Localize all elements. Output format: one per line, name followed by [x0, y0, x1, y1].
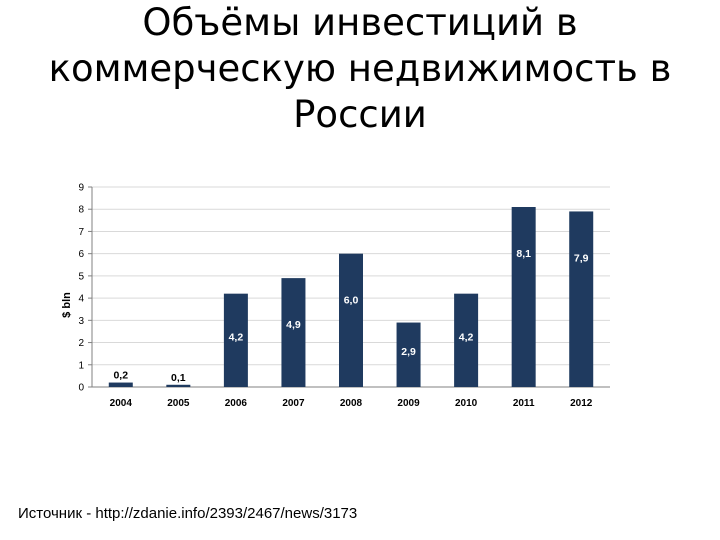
- y-tick-label: 9: [78, 183, 84, 194]
- data-label: 0,1: [171, 372, 186, 384]
- y-tick-label: 0: [78, 383, 84, 394]
- data-label: 6,0: [344, 295, 359, 307]
- y-tick-label: 4: [78, 294, 84, 305]
- bar-2007: [281, 278, 306, 387]
- data-label: 8,1: [516, 248, 531, 260]
- bar-2011: [511, 207, 536, 387]
- data-label: 4,9: [286, 319, 301, 331]
- y-tick-label: 5: [78, 271, 84, 282]
- x-tick-label: 2011: [513, 398, 535, 409]
- x-tick-label: 2005: [167, 398, 190, 409]
- x-tick-label: 2012: [570, 398, 593, 409]
- title-line-2: коммерческую недвижимость в: [48, 47, 672, 90]
- page-title: Объёмы инвестиций в коммерческую недвижи…: [40, 0, 680, 138]
- bar-2008: [339, 253, 363, 387]
- bar-2012: [569, 211, 594, 387]
- y-axis-label: $ bln: [61, 292, 73, 318]
- y-tick-label: 6: [78, 249, 84, 260]
- y-tick-label: 1: [78, 360, 84, 371]
- title-line-3: России: [293, 93, 427, 136]
- data-label: 4,2: [229, 331, 244, 343]
- x-tick-label: 2006: [225, 398, 248, 409]
- bar-2010: [454, 293, 479, 387]
- x-tick-label: 2009: [397, 398, 420, 409]
- data-label: 0,2: [113, 370, 128, 382]
- bar-2004: [108, 382, 133, 387]
- bar-2009: [396, 322, 421, 387]
- bar-2006: [223, 293, 248, 387]
- y-tick-label: 3: [78, 316, 84, 327]
- bar-chart: 0 1 2 3 4 5 6 7 8 9 $ bln 2004 0,2 2005 0,1 2006 4,2 2007…: [55, 175, 620, 415]
- data-label: 2,9: [401, 346, 416, 358]
- title-line-1: Объёмы инвестиций в: [142, 1, 578, 44]
- chart-svg: 0 1 2 3 4 5 6 7 8 9 $ bln 2004 0,2 2005 0,1 2006 4,2 2007…: [61, 183, 610, 409]
- x-tick-label: 2007: [282, 398, 305, 409]
- x-tick-label: 2010: [455, 398, 478, 409]
- bar-2005: [166, 384, 191, 387]
- source-citation: Источник - http://zdanie.info/2393/2467/…: [18, 505, 358, 522]
- y-tick-label: 8: [78, 205, 84, 216]
- x-tick-label: 2004: [110, 398, 133, 409]
- y-tick-label: 2: [78, 338, 84, 349]
- data-label: 4,2: [459, 331, 474, 343]
- x-tick-label: 2008: [340, 398, 363, 409]
- data-label: 7,9: [574, 252, 589, 264]
- y-tick-label: 7: [78, 227, 84, 238]
